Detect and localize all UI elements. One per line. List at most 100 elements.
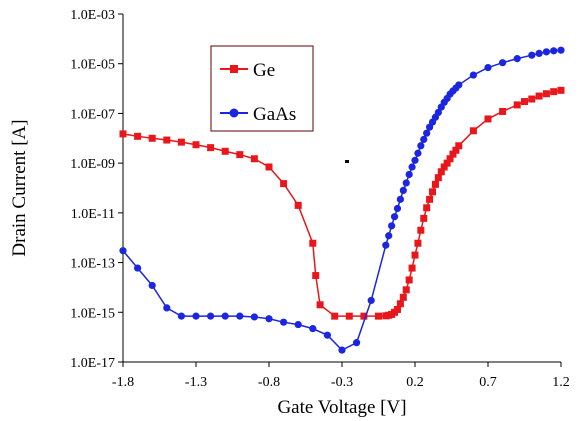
data-point-gaas	[455, 81, 463, 89]
y-axis-title: Drain Current [A]	[9, 119, 30, 256]
data-point-gaas	[236, 312, 244, 320]
data-point-ge	[134, 132, 142, 140]
data-point-gaas	[420, 135, 428, 144]
x-tick-label: 0.7	[479, 375, 497, 390]
data-point-gaas	[405, 170, 413, 179]
data-point-ge	[417, 226, 425, 234]
x-tick-label: -0.3	[331, 375, 353, 390]
data-point-gaas	[385, 232, 393, 240]
data-point-gaas	[469, 71, 477, 79]
y-tick-label: 1.0E-11	[71, 207, 115, 222]
x-tick-label: -1.3	[185, 375, 207, 390]
data-point-gaas	[163, 304, 171, 312]
data-point-ge	[499, 107, 507, 115]
data-point-gaas	[499, 59, 507, 67]
data-point-gaas	[265, 315, 273, 323]
data-point-gaas	[411, 156, 419, 164]
data-point-gaas	[390, 213, 399, 221]
data-point-ge	[557, 86, 565, 94]
legend-box	[210, 45, 314, 132]
data-point-ge	[414, 239, 422, 247]
data-point-gaas	[382, 241, 390, 249]
y-tick-label: 1.0E-13	[70, 257, 115, 272]
data-point-ge	[513, 101, 521, 109]
data-point-ge	[345, 312, 353, 320]
data-point-gaas	[484, 63, 492, 72]
data-point-ge	[426, 195, 434, 203]
data-point-ge	[449, 150, 457, 158]
series-layer	[119, 46, 565, 354]
data-point-ge	[437, 168, 445, 176]
data-point-ge	[221, 147, 229, 155]
data-point-gaas	[294, 320, 302, 329]
data-point-gaas	[414, 149, 422, 157]
data-point-gaas	[388, 222, 396, 230]
data-point-gaas	[250, 313, 258, 321]
data-point-gaas	[396, 195, 404, 203]
data-point-ge	[528, 95, 536, 103]
data-point-ge	[434, 174, 442, 182]
data-point-gaas	[408, 163, 416, 171]
data-point-gaas	[192, 312, 200, 320]
data-point-ge	[148, 134, 156, 142]
data-point-ge	[119, 130, 127, 138]
data-point-ge	[469, 127, 477, 135]
series-gaas	[119, 46, 565, 354]
series-line-ge	[122, 89, 562, 317]
data-point-ge	[250, 155, 258, 163]
data-point-gaas	[535, 49, 543, 57]
data-point-gaas	[119, 247, 127, 255]
data-point-ge	[535, 92, 543, 100]
stray-mark	[345, 160, 349, 163]
data-point-ge	[316, 301, 324, 309]
data-point-gaas	[423, 129, 431, 137]
data-point-gaas	[557, 46, 565, 54]
data-point-gaas	[338, 346, 346, 354]
data-point-gaas	[148, 281, 156, 290]
y-tick-label: 1.0E-07	[70, 107, 115, 122]
data-point-gaas	[134, 264, 142, 272]
data-point-ge	[331, 312, 339, 320]
data-point-gaas	[393, 204, 402, 213]
data-point-ge	[177, 138, 185, 146]
series-line-gaas	[122, 49, 562, 352]
x-tick-label: -1.8	[112, 375, 134, 390]
legend-gaas-marker	[229, 108, 239, 118]
x-tick-label: 1.2	[552, 375, 570, 390]
data-point-ge	[207, 144, 215, 152]
data-point-ge	[265, 163, 273, 171]
x-tick-labels: -1.8 -1.3 -0.8 -0.3 0.2 0.7 1.2	[112, 375, 570, 390]
data-point-gaas	[417, 142, 425, 150]
data-point-gaas	[309, 325, 317, 333]
data-point-ge	[411, 251, 419, 259]
data-point-ge	[402, 286, 410, 294]
data-point-ge	[550, 88, 558, 96]
data-point-ge	[452, 146, 460, 154]
data-point-ge	[163, 136, 171, 144]
data-point-ge	[360, 312, 368, 320]
data-point-ge	[484, 115, 492, 123]
data-point-gaas	[280, 318, 288, 326]
y-tick-label: 1.0E-09	[70, 157, 115, 172]
data-point-ge	[393, 305, 401, 313]
data-point-gaas	[353, 339, 361, 347]
data-point-ge	[443, 159, 451, 167]
data-point-ge	[236, 151, 244, 159]
data-point-ge	[440, 163, 448, 171]
data-point-gaas	[207, 312, 215, 320]
data-point-ge	[280, 180, 288, 188]
data-point-ge	[408, 264, 416, 272]
series-ge	[119, 86, 565, 320]
y-tick-labels: 1.0E-03 1.0E-05 1.0E-07 1.0E-09 1.0E-11 1.0E-…	[70, 8, 115, 371]
data-point-gaas	[402, 179, 410, 187]
y-tick-label: 1.0E-17	[70, 356, 115, 371]
data-point-ge	[309, 239, 317, 247]
data-point-ge	[542, 90, 550, 98]
data-point-ge	[405, 276, 413, 284]
data-point-ge	[294, 201, 302, 209]
data-point-gaas	[528, 51, 536, 59]
legend-ge-label: Ge	[253, 60, 275, 81]
data-point-gaas	[434, 108, 442, 116]
data-point-gaas	[323, 331, 331, 339]
